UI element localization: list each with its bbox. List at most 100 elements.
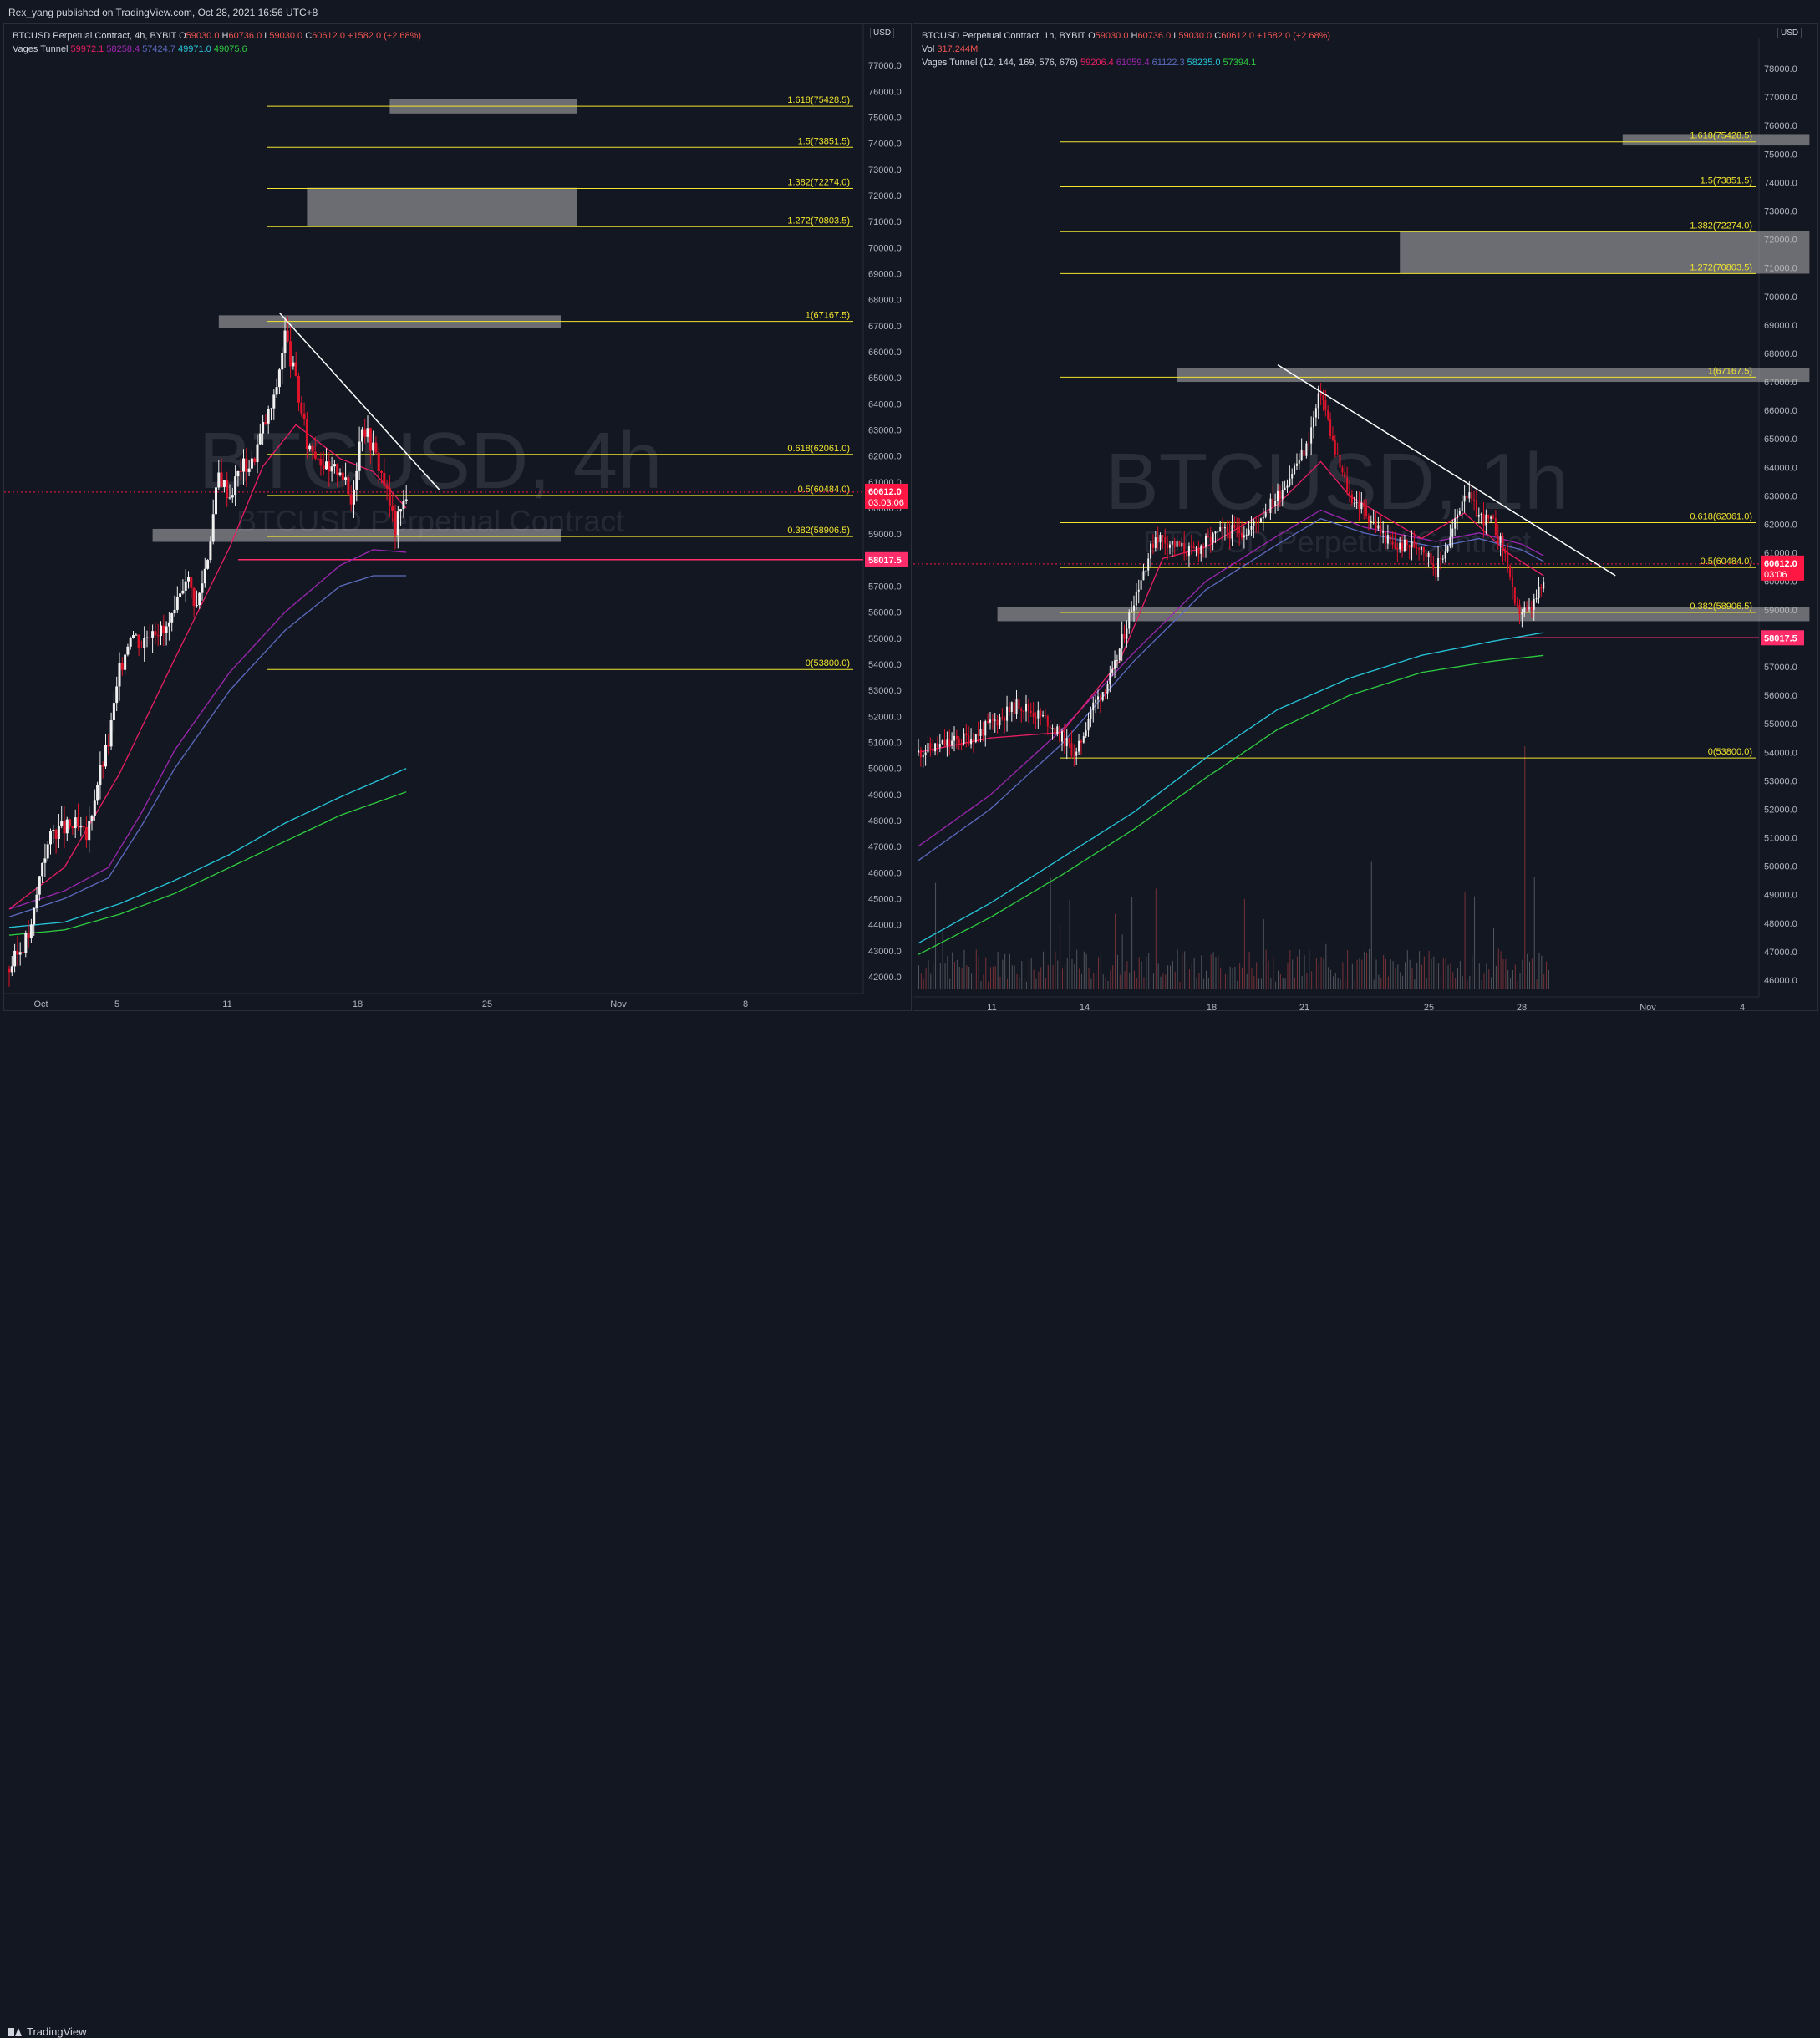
volume-bar xyxy=(966,965,968,989)
y-tick-label: 70000.0 xyxy=(868,243,902,253)
candle-body xyxy=(347,477,350,495)
candle-body xyxy=(1504,551,1507,554)
candle-body xyxy=(1037,710,1040,719)
volume-bar xyxy=(1009,953,1010,989)
candle-body xyxy=(18,952,22,955)
ema-fast-line xyxy=(918,460,1544,753)
volume-bar xyxy=(1148,953,1150,989)
candle-body xyxy=(1377,525,1380,529)
support-price-tag: 58017.5 xyxy=(868,556,902,566)
candle-body xyxy=(1314,408,1317,418)
candle-body xyxy=(1289,478,1291,486)
candle-body xyxy=(1032,712,1035,718)
candle-body xyxy=(22,952,24,953)
volume-bar xyxy=(1294,977,1296,989)
candle-body xyxy=(1090,710,1092,719)
candle-body xyxy=(1192,546,1195,549)
volume-bar xyxy=(1442,958,1444,989)
candle-body xyxy=(1269,498,1272,513)
candle-body xyxy=(1294,465,1296,475)
candle-body xyxy=(953,735,955,741)
volume-bar xyxy=(1536,979,1538,989)
y-tick-label: 53000.0 xyxy=(1764,776,1797,786)
chart-pane-4h[interactable]: BTCUSD, 4h BTCUSD Perpetual Contract 42000… xyxy=(3,23,912,1011)
candle-body xyxy=(162,625,165,633)
candle-body xyxy=(932,749,934,752)
candle-body xyxy=(1507,553,1509,566)
y-tick-label: 78000.0 xyxy=(1764,64,1797,74)
candle-body xyxy=(277,369,281,388)
candle-body xyxy=(143,638,146,648)
volume-bar xyxy=(1462,976,1463,989)
last-price-tag-bg xyxy=(1761,555,1804,581)
y-tick-label: 51000.0 xyxy=(1764,834,1797,844)
volume-bar xyxy=(1411,968,1413,989)
volume-bar xyxy=(1356,959,1358,989)
volume-bar xyxy=(1066,958,1068,989)
volume-bar xyxy=(1325,943,1327,989)
volume-bar xyxy=(1043,951,1045,989)
fib-level-label: 0.618(62061.0) xyxy=(1690,511,1752,521)
volume-bar xyxy=(1143,977,1145,989)
volume-bar xyxy=(1311,971,1313,989)
volume-bar xyxy=(971,973,973,989)
candle-body xyxy=(1449,536,1451,547)
volume-bar xyxy=(1040,967,1042,989)
y-tick-label: 45000.0 xyxy=(868,895,902,905)
volume-bar xyxy=(1423,956,1425,989)
volume-bar xyxy=(1502,959,1504,989)
fib-level-label: 1.382(72274.0) xyxy=(787,177,850,187)
candle-body xyxy=(1259,518,1262,523)
y-tick-label: 53000.0 xyxy=(868,686,902,696)
candle-body xyxy=(1370,521,1372,523)
volume-bar xyxy=(1351,963,1353,989)
currency-badge[interactable]: USD xyxy=(1777,28,1802,38)
candle-body xyxy=(1272,498,1274,506)
candle-body xyxy=(968,735,970,745)
candle-body xyxy=(1308,443,1310,445)
volume-bar xyxy=(1457,968,1458,989)
candle-body xyxy=(38,876,41,895)
volume-bar xyxy=(1076,949,1078,989)
volume-bar xyxy=(1184,951,1186,989)
volume-bar xyxy=(1256,962,1258,989)
volume-bar xyxy=(1152,973,1154,989)
chart-pane-1h[interactable]: BTCUSD, 1h BTCUSD Perpetual Contract 46000… xyxy=(913,23,1818,1011)
candle-body xyxy=(175,597,179,610)
candle-body xyxy=(1195,547,1197,549)
supply-zone xyxy=(1622,134,1810,146)
candle-body xyxy=(1329,419,1332,436)
volume-bar xyxy=(1237,980,1238,989)
candle-body xyxy=(165,626,168,633)
candle-body xyxy=(1181,542,1183,547)
candle-body xyxy=(325,461,328,470)
volume-bar xyxy=(1287,963,1289,989)
candle-body xyxy=(1349,491,1350,495)
currency-badge[interactable]: USD xyxy=(870,28,895,38)
candle-body xyxy=(1147,558,1150,571)
volume-bar xyxy=(1483,973,1485,989)
supply-zone xyxy=(1400,231,1810,274)
fib-level-label: 1.272(70803.5) xyxy=(787,216,850,226)
y-tick-label: 47000.0 xyxy=(1764,948,1797,958)
candle-body xyxy=(283,330,287,353)
candle-body xyxy=(170,613,174,623)
fib-level-label: 0.5(60484.0) xyxy=(1701,557,1752,567)
volume-bar xyxy=(1239,963,1241,989)
candle-body xyxy=(1518,604,1521,615)
candle-body xyxy=(120,663,124,670)
candle-body xyxy=(366,428,369,437)
tradingview-logo[interactable]: TradingView xyxy=(8,2025,87,2038)
candle-body xyxy=(1164,536,1167,544)
volume-bar xyxy=(1478,963,1480,989)
fib-level-label: 1.5(73851.5) xyxy=(1701,175,1752,186)
volume-bar xyxy=(1062,968,1063,989)
candle-body xyxy=(1001,717,1004,719)
candle-body xyxy=(399,509,403,512)
candle-body xyxy=(77,817,79,827)
candle-body xyxy=(234,476,237,496)
candle-body xyxy=(65,819,69,834)
candle-body xyxy=(938,743,941,748)
